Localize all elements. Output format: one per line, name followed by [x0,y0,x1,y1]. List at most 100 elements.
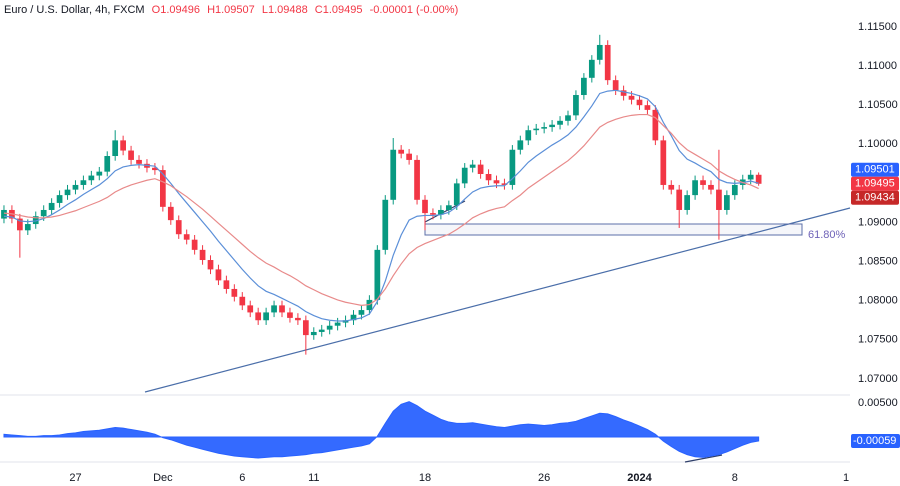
candle-body [350,314,357,321]
candle-body [239,296,246,306]
divergence-line [684,454,723,463]
candle-body [136,159,142,164]
moving-average [3,89,759,322]
price-tag-label: 1.09501 [855,164,895,176]
candle-body [334,322,341,326]
candle-body [755,174,762,184]
y-tick-label: 1.11000 [858,60,897,72]
candle-body [128,150,134,160]
x-tick-label: 6 [239,472,245,484]
candle-body [533,128,540,131]
x-tick-label: 1 [843,472,849,484]
x-tick-label: 2024 [627,472,652,484]
y-tick-label: 1.08500 [858,255,898,267]
candle-body [724,195,730,210]
ohlc-close: C1.09495 [315,4,363,16]
candle-body [318,329,325,332]
candle-body [167,206,174,221]
candle-body [731,184,738,196]
y2-tick-label: 0.00500 [858,397,898,409]
price-tag [851,190,899,205]
candle-body [581,77,587,96]
legend-text: Euro / U.S. Dollar, 4h, FXCM O1.09496 H1… [4,4,458,16]
candle-body [596,44,603,60]
candle-body [477,164,484,175]
y-tick-label: 1.07500 [858,334,898,346]
oscillator-tag-label: -0.00059 [853,435,896,447]
candle-body [32,216,39,225]
candle-body [112,140,119,157]
candle-body [628,95,635,100]
x-tick-label: 26 [538,472,550,484]
candle-body [255,312,262,321]
candle-body [72,184,79,190]
candle-body [48,202,55,210]
candle-body [604,44,611,81]
candle-body [183,234,190,240]
candle-body [652,109,659,141]
ohlc-open: O1.09496 [152,4,200,16]
price-tag [851,162,899,177]
candle-body [406,153,412,160]
candle-body [120,140,126,151]
header: Euro / U.S. Dollar, 4h, FXCM O1.09496 H1… [4,4,458,16]
candle-body [549,124,555,128]
candle-body [525,130,532,141]
candle-body [56,195,63,203]
candle-body [422,199,428,214]
candle-body [660,140,667,185]
ohlc-change: -0.00001 (-0.00%) [370,4,459,16]
candle-body [104,156,111,172]
candle-body [676,189,683,210]
candle-body [716,189,722,210]
x-tick-label: Dec [153,472,173,484]
y-tick-label: 1.11500 [858,21,897,33]
candle-body [24,224,31,231]
candle-body [573,95,579,116]
candle-body [747,174,754,180]
candle-body [390,149,397,200]
candle-body [644,105,651,110]
candle-body [684,195,691,210]
ohlc-high: H1.09507 [207,4,255,16]
candle-body [287,312,293,318]
candle-body [199,249,206,261]
ohlc-low: L1.09488 [262,4,308,16]
candle-body [215,269,222,281]
moving-average [3,113,759,306]
candle-body [382,199,389,250]
y-tick-label: 1.10000 [858,138,898,150]
oscillator-area [3,401,760,459]
candle-body [509,149,516,185]
candle-body [438,209,444,215]
candle-body [64,189,71,196]
candle-body [80,180,87,185]
candle-body [247,305,254,313]
candle-body [96,171,103,176]
fib-label: 61.80% [808,229,846,241]
candle-body [279,305,285,313]
price-tag-label: 1.09434 [855,192,895,204]
candle-body [295,317,301,321]
candle-body [414,159,420,200]
candle-body [445,205,452,210]
candle-body [358,310,365,315]
candle-body [191,239,198,250]
candle-body [223,280,230,289]
candle-body [612,80,619,91]
candle-body [159,170,166,207]
candle-body [469,164,476,168]
candle-body [453,183,460,206]
candle-body [541,127,548,129]
candle-body [88,175,95,181]
candle-body [263,312,269,321]
candle-body [700,180,706,185]
candle-body [1,209,7,219]
candle-body [207,260,214,270]
x-tick-label: 8 [732,472,738,484]
fib-zone [424,223,803,236]
candle-body [517,140,524,150]
trend-line [144,207,851,393]
candle-body [565,115,571,121]
